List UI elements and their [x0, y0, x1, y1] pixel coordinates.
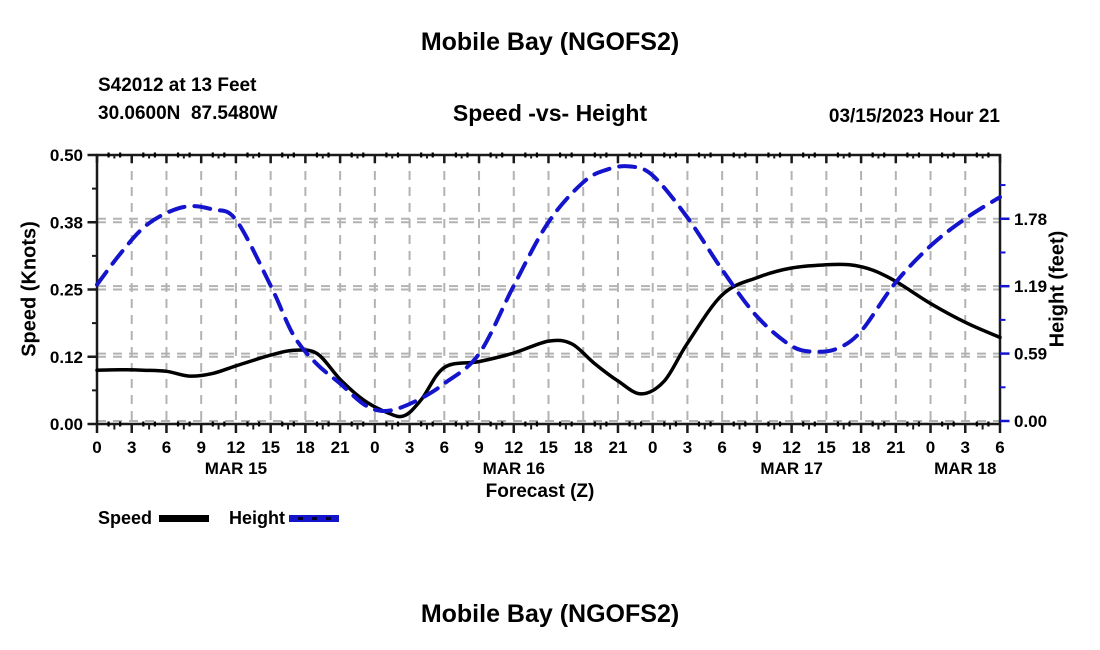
x-tick-label: 12	[226, 438, 245, 457]
right-y-tick-label: 0.00	[1014, 412, 1047, 431]
coordinates-label: 30.0600N 87.5480W	[98, 103, 278, 124]
x-tick-label: 21	[609, 438, 628, 457]
x-tick-label: 18	[296, 438, 315, 457]
x-tick-label: 9	[196, 438, 205, 457]
forecast-datetime-label: 03/15/2023 Hour 21	[828, 106, 1000, 127]
x-tick-label: 21	[886, 438, 905, 457]
x-tick-label: 6	[717, 438, 726, 457]
x-tick-label: 18	[852, 438, 871, 457]
chart-subtitle: Speed -vs- Height	[452, 100, 648, 126]
x-tick-label: 6	[440, 438, 449, 457]
left-y-tick-label: 0.38	[50, 213, 83, 232]
x-date-label: MAR 15	[205, 459, 267, 478]
page-title: Mobile Bay (NGOFS2)	[420, 28, 680, 56]
station-label: S42012 at 13 Feet	[98, 75, 257, 96]
legend-height-label: Height	[229, 508, 286, 528]
x-tick-label: 3	[127, 438, 136, 457]
x-tick-label: 6	[995, 438, 1004, 457]
left-y-tick-label: 0.25	[50, 281, 83, 300]
left-y-tick-label: 0.12	[50, 348, 83, 367]
left-y-tick-label: 0.50	[50, 146, 83, 165]
x-date-label: MAR 16	[483, 459, 545, 478]
x-tick-label: 15	[817, 438, 836, 457]
x-tick-label: 3	[405, 438, 414, 457]
x-tick-label: 3	[683, 438, 692, 457]
legend-speed-label: Speed	[98, 508, 153, 528]
x-tick-label: 9	[752, 438, 761, 457]
x-tick-label: 3	[961, 438, 970, 457]
legend-height-swatch	[289, 515, 340, 522]
legend: Speed Height	[98, 508, 340, 529]
x-tick-label: 18	[574, 438, 593, 457]
speed-series-line	[95, 262, 1002, 419]
x-date-label: MAR 18	[934, 459, 996, 478]
x-tick-label: 0	[648, 438, 657, 457]
x-tick-label: 12	[782, 438, 801, 457]
x-date-label: MAR 17	[760, 459, 822, 478]
x-tick-label: 21	[331, 438, 350, 457]
x-tick-label: 9	[474, 438, 483, 457]
x-tick-label: 0	[926, 438, 935, 457]
right-y-tick-label: 0.59	[1014, 345, 1047, 364]
height-series-line	[95, 164, 1002, 414]
x-axis-label: Forecast (Z)	[485, 481, 595, 502]
right-y-tick-label: 1.78	[1014, 210, 1047, 229]
left-y-tick-label: 0.00	[50, 415, 83, 434]
right-y-tick-label: 1.19	[1014, 277, 1047, 296]
x-tick-label: 0	[92, 438, 101, 457]
bottom-page-title: Mobile Bay (NGOFS2)	[420, 600, 680, 628]
x-tick-label: 0	[370, 438, 379, 457]
legend-speed-swatch	[159, 515, 210, 522]
x-tick-label: 6	[162, 438, 171, 457]
x-tick-label: 12	[504, 438, 523, 457]
x-tick-label: 15	[261, 438, 280, 457]
x-tick-label: 15	[539, 438, 558, 457]
